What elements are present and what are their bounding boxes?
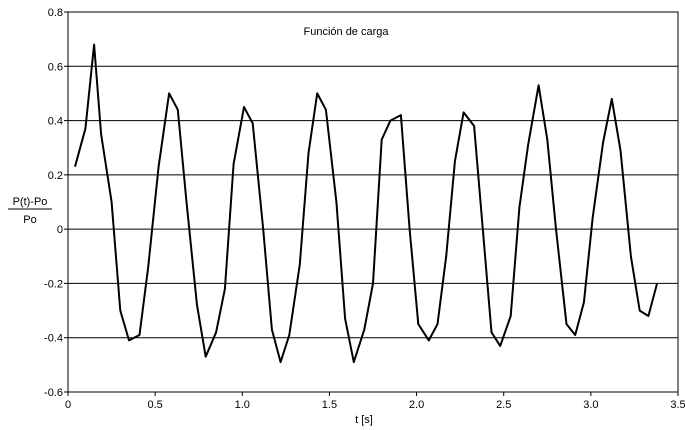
y-tick-label: 0.8 (48, 7, 63, 19)
y-tick-label: -0.6 (44, 387, 63, 399)
x-tick-label: 2.0 (409, 399, 424, 411)
x-axis-ticks: 0 0.5 1.0 1.5 2.0 2.5 3.0 3.5 (65, 392, 685, 411)
y-tick-label: -0.4 (44, 333, 63, 345)
x-tick-label: 3.0 (583, 399, 598, 411)
chart-title: Función de carga (304, 26, 390, 38)
x-axis-label: t [s] (355, 414, 373, 426)
y-tick-label: 0.6 (48, 61, 63, 73)
x-tick-label: 1.0 (235, 399, 250, 411)
x-tick-label: 1.5 (322, 399, 337, 411)
y-tick-label: -0.2 (44, 278, 63, 290)
y-tick-label: 0 (57, 224, 63, 236)
x-tick-label: 0 (65, 399, 71, 411)
y-axis-ticks: -0.6 -0.4 -0.2 0 0.2 0.4 0.6 0.8 (44, 7, 68, 399)
y-axis-label-denominator: Po (23, 214, 36, 226)
plot-area-border (67, 11, 679, 393)
y-tick-label: 0.4 (48, 116, 63, 128)
x-tick-label: 0.5 (147, 399, 162, 411)
y-tick-label: 0.2 (48, 170, 63, 182)
series-line (74, 43, 659, 364)
series-layer (74, 43, 659, 364)
y-axis-label-numerator: P(t)-Po (13, 196, 48, 208)
x-tick-label: 2.5 (496, 399, 511, 411)
gridlines (68, 65, 678, 339)
x-tick-label: 3.5 (670, 399, 685, 411)
